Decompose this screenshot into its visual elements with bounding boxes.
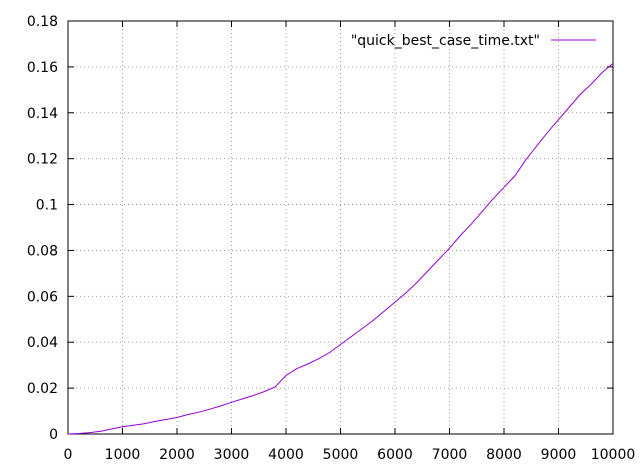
data-point xyxy=(263,391,265,392)
data-point xyxy=(601,72,603,73)
data-point xyxy=(154,421,156,422)
data-point xyxy=(198,411,200,413)
x-tick-label: 4000 xyxy=(268,447,304,463)
data-point xyxy=(427,270,429,272)
data-point xyxy=(612,63,614,64)
data-point xyxy=(231,401,232,403)
legend: "quick_best_case_time.txt" xyxy=(351,33,596,49)
data-point xyxy=(285,375,287,376)
data-point xyxy=(318,358,320,360)
x-tick-label: 6000 xyxy=(377,447,413,463)
data-point xyxy=(525,159,527,161)
y-tick-label: 0.16 xyxy=(27,60,58,76)
data-point xyxy=(569,106,570,108)
data-point xyxy=(187,414,189,415)
data-point xyxy=(372,320,374,321)
data-point xyxy=(558,119,559,121)
data-point xyxy=(329,352,330,353)
data-point xyxy=(122,426,123,428)
data-point xyxy=(143,423,145,425)
data-point xyxy=(470,223,472,225)
y-tick-label: 0 xyxy=(49,427,58,443)
data-point xyxy=(481,211,483,212)
y-tick-label: 0.14 xyxy=(27,106,58,122)
data-point xyxy=(590,83,592,85)
data-point xyxy=(176,417,178,418)
data-point xyxy=(416,282,418,283)
x-axis-tick-labels: 0 1000 2000 3000 4000 5000 6000 7000 8000 9000 100… xyxy=(64,447,636,463)
x-tick-label: 8000 xyxy=(486,447,522,463)
data-point xyxy=(383,310,385,312)
x-tick-label: 2000 xyxy=(159,447,195,463)
data-point xyxy=(405,292,407,294)
data-point xyxy=(274,386,276,388)
data-point xyxy=(340,344,341,345)
data-point xyxy=(449,247,450,249)
data-point xyxy=(307,363,309,365)
x-tick-label: 0 xyxy=(64,447,73,463)
data-point xyxy=(536,145,538,147)
axis-ticks xyxy=(67,20,614,435)
legend-label: "quick_best_case_time.txt" xyxy=(351,33,540,49)
data-point xyxy=(220,405,222,407)
data-point xyxy=(492,198,494,200)
x-tick-label: 1000 xyxy=(105,447,141,463)
y-tick-label: 0.08 xyxy=(27,243,58,259)
data-point xyxy=(296,368,298,369)
data-point xyxy=(133,424,134,426)
data-point xyxy=(514,175,516,177)
data-point xyxy=(503,186,505,188)
data-point xyxy=(242,398,243,400)
y-tick-label: 0.18 xyxy=(27,14,58,30)
y-tick-label: 0.02 xyxy=(27,381,58,397)
x-tick-label: 10000 xyxy=(591,447,636,463)
data-point xyxy=(460,235,461,236)
data-point xyxy=(111,428,112,430)
data-point xyxy=(351,336,352,337)
y-axis-tick-labels: 0 0.02 0.04 0.06 0.08 0.1 0.12 0.14 0.16 0.18 xyxy=(27,14,58,443)
grid xyxy=(68,21,613,434)
plot-area xyxy=(67,20,614,435)
series-group xyxy=(67,63,614,435)
series-line xyxy=(67,63,614,435)
plot-border xyxy=(67,20,614,435)
data-point xyxy=(67,433,69,435)
data-point xyxy=(89,432,91,433)
y-tick-label: 0.12 xyxy=(27,152,58,168)
data-point xyxy=(209,408,211,410)
y-tick-label: 0.04 xyxy=(27,335,58,351)
data-point xyxy=(438,259,439,260)
y-tick-label: 0.1 xyxy=(36,198,58,214)
data-point xyxy=(547,131,548,133)
data-point xyxy=(100,430,102,432)
data-point xyxy=(78,433,80,434)
x-tick-label: 9000 xyxy=(541,447,577,463)
data-point xyxy=(165,419,167,420)
data-point xyxy=(579,94,581,95)
x-tick-label: 5000 xyxy=(323,447,359,463)
data-point xyxy=(361,328,363,329)
data-point xyxy=(252,395,254,396)
data-point xyxy=(394,301,396,303)
x-tick-label: 7000 xyxy=(432,447,468,463)
y-tick-label: 0.06 xyxy=(27,289,58,305)
x-tick-label: 3000 xyxy=(214,447,250,463)
